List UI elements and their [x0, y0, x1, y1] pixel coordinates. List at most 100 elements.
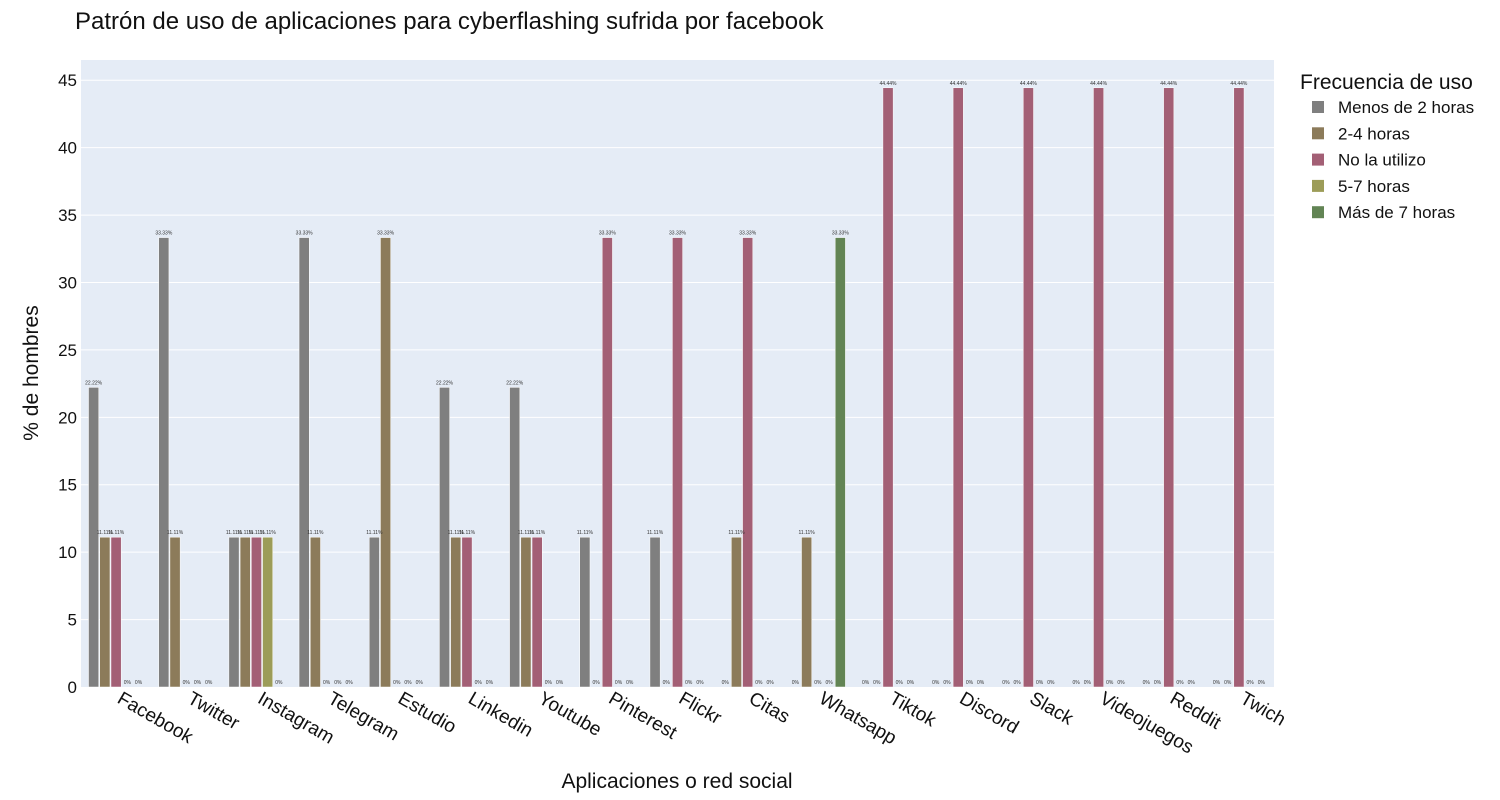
bar — [1093, 87, 1104, 688]
x-tick-label: Linkedin — [464, 688, 536, 742]
y-tick-label: 15 — [58, 476, 77, 495]
bar — [649, 536, 661, 688]
bar-label: 0% — [966, 680, 974, 686]
bar-label: 0% — [1072, 680, 1080, 686]
bar-label: 44.44% — [1020, 81, 1038, 87]
x-tick-label: Whatsapp — [815, 688, 900, 749]
x-axis-title: Aplicaciones o red social — [561, 770, 792, 793]
bar — [834, 237, 846, 688]
bar-label: 33.33% — [377, 231, 395, 237]
y-tick-label: 45 — [58, 71, 77, 90]
legend-swatch — [1312, 127, 1324, 140]
bar-label: 0% — [1154, 680, 1162, 686]
bar-label: 11.11% — [459, 530, 476, 536]
bar-label: 0% — [943, 680, 951, 686]
bar-label: 0% — [1224, 680, 1232, 686]
y-tick-label: 20 — [58, 408, 77, 427]
x-tick-label: Estudio — [394, 688, 459, 738]
bar-label: 0% — [907, 680, 915, 686]
legend-title: Frecuencia de uso — [1300, 71, 1473, 94]
bar-label: 0% — [486, 680, 494, 686]
bar — [310, 536, 321, 688]
chart-title: Patrón de uso de aplicaciones para cyber… — [75, 8, 824, 35]
bar — [520, 536, 532, 688]
bar-label: 0% — [345, 680, 353, 686]
bar-label: 0% — [1014, 680, 1022, 686]
bar — [1023, 87, 1034, 688]
bar-label: 0% — [475, 680, 483, 686]
x-tick-label: Instagram — [254, 688, 338, 748]
bar-label: 0% — [814, 680, 822, 686]
bar — [110, 536, 122, 688]
bar — [262, 536, 274, 688]
bar — [531, 536, 543, 688]
bar — [952, 87, 964, 688]
bar-label: 0% — [135, 680, 143, 686]
bar-label: 11.11% — [529, 530, 546, 536]
bar-label: 11.11% — [248, 530, 265, 536]
bar-label: 33.33% — [832, 231, 850, 237]
bar-label: 0% — [1247, 680, 1255, 686]
y-tick-label: 5 — [68, 611, 77, 630]
bar-label: 0% — [1002, 680, 1010, 686]
bar-label: 0% — [932, 680, 940, 686]
y-axis-ticks: 0 5 10 15 20 25 30 35 40 45 — [58, 71, 77, 697]
y-tick-label: 40 — [58, 139, 77, 158]
bar-label: 0% — [977, 680, 985, 686]
bar-label: 0% — [896, 680, 904, 686]
legend: Frecuencia de uso Menos de 2 horas 2-4 ho… — [1300, 71, 1474, 222]
bar-label: 44.44% — [950, 81, 968, 87]
x-tick-label: Discord — [956, 688, 1022, 738]
legend-label: Más de 7 horas — [1338, 203, 1455, 222]
bar-label: 11.11% — [799, 530, 816, 536]
bar-label: 11.11% — [366, 530, 383, 536]
x-tick-label: Facebook — [114, 688, 197, 748]
bar-label: 11.11% — [307, 530, 324, 536]
legend-swatch — [1312, 153, 1324, 166]
bar-label: 0% — [722, 680, 730, 686]
legend-swatch — [1312, 206, 1324, 219]
bar-label: 33.33% — [599, 231, 617, 237]
bar — [579, 536, 591, 688]
bar-labels: 22.22% 33.33% 11.11% 33.33% 11.11% 22.22% 22.2… — [85, 81, 1265, 686]
y-tick-label: 10 — [58, 543, 77, 562]
y-tick-label: 30 — [58, 273, 77, 292]
y-tick-label: 35 — [58, 206, 77, 225]
bar-label: 22.22% — [85, 380, 103, 386]
bar-label: 0% — [334, 680, 342, 686]
bar-label: 0% — [1084, 680, 1092, 686]
bar-label: 0% — [205, 680, 213, 686]
bar-label: 0% — [862, 680, 870, 686]
x-tick-label: Flickr — [675, 688, 725, 729]
bar — [368, 536, 380, 688]
bar-label: 33.33% — [155, 231, 173, 237]
x-tick-label: Pinterest — [605, 688, 681, 744]
bar — [228, 536, 240, 688]
bar-label: 0% — [755, 680, 763, 686]
bar — [1163, 87, 1175, 688]
bar-label: 0% — [767, 680, 775, 686]
bar — [731, 536, 742, 688]
legend-label: No la utilizo — [1338, 151, 1426, 170]
bar-label: 0% — [124, 680, 132, 686]
bar — [801, 536, 812, 688]
bar — [169, 536, 181, 688]
x-tick-label: Youtube — [535, 688, 605, 741]
bar-label: 0% — [556, 680, 564, 686]
bar-label: 11.11% — [728, 530, 745, 536]
bar-label: 11.11% — [167, 530, 184, 536]
bar-label: 0% — [696, 680, 704, 686]
bar-label: 22.22% — [506, 380, 524, 386]
bar — [88, 387, 99, 688]
legend-label: 5-7 horas — [1338, 177, 1410, 196]
legend-label: 2-4 horas — [1338, 124, 1410, 143]
bar-label: 44.44% — [1230, 81, 1248, 87]
x-tick-label: Citas — [745, 688, 793, 728]
bar-label: 44.44% — [1160, 81, 1178, 87]
bar-label: 11.11% — [448, 530, 465, 536]
bar-label: 0% — [416, 680, 424, 686]
bar — [99, 536, 111, 688]
bar-label: 0% — [663, 680, 671, 686]
